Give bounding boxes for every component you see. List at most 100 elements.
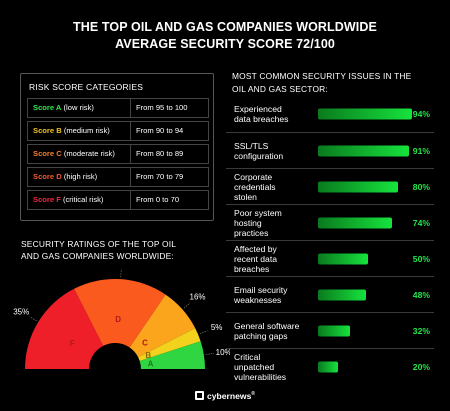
risk-row: Score A (low risk) From 95 to 100 [27, 98, 209, 118]
risk-row: Score F (critical risk) From 0 to 70 [27, 190, 209, 210]
issue-label-line: configuration [234, 150, 284, 161]
risk-category-cell: Score D (high risk) [27, 167, 131, 187]
issue-row: General software patching gaps 32% [226, 312, 434, 348]
issue-label-line: data breaches [234, 114, 289, 124]
issue-label-line: Experienced [234, 104, 282, 114]
issue-value-label: 94% [412, 109, 430, 119]
gauge-segment-f [25, 288, 104, 369]
issue-row: Critical unpatched vulnerabilities 20% [226, 348, 434, 384]
issue-row: Experienced data breaches 94% [226, 96, 434, 132]
issue-label-line: Critical [234, 351, 261, 362]
issue-value-label: 91% [412, 145, 430, 156]
issue-bar [318, 181, 398, 192]
risk-range-cell: From 90 to 94 [131, 121, 209, 141]
footer-registered-mark: ® [251, 391, 256, 398]
issue-value-label: 48% [412, 289, 430, 300]
issue-value-label: 20% [412, 361, 430, 372]
risk-score-label: Score A [33, 103, 62, 112]
gauge-tick [120, 269, 122, 278]
gauge-tick [199, 330, 208, 335]
footer-brand-text: cybernews [206, 391, 252, 401]
issue-label: Corporate credentials stolen [234, 172, 316, 202]
issues-title-line-1: MOST COMMON SECURITY ISSUES IN THE [232, 71, 412, 81]
issue-row: Corporate credentials stolen 80% [226, 168, 434, 204]
risk-row: Score B (medium risk) From 90 to 94 [27, 121, 209, 141]
issue-row: Email security weaknesses 48% [226, 276, 434, 312]
risk-range-cell: From 0 to 70 [131, 190, 209, 210]
issue-label: Affected by recent data breaches [234, 244, 316, 274]
risk-category-cell: Score C (moderate risk) [27, 144, 131, 164]
cybernews-logo-icon [194, 391, 204, 400]
gauge-segment-c [129, 294, 196, 358]
risk-row: Score C (moderate risk) From 80 to 89 [27, 144, 209, 164]
risk-level-label: (high risk) [61, 172, 98, 181]
gauge-letter: A [148, 359, 154, 368]
issue-bar [318, 253, 368, 264]
risk-categories-header: RISK SCORE CATEGORIES [29, 82, 144, 92]
issue-label: Poor system hosting practices [234, 208, 316, 238]
gauge-value-label: 35% [13, 308, 29, 317]
issue-label-line: Email security [234, 284, 288, 295]
risk-level-label: (critical risk) [60, 195, 104, 204]
issue-bar [318, 361, 338, 372]
issue-label: SSL/TLS configuration [234, 141, 316, 161]
risk-range-cell: From 80 to 89 [131, 144, 209, 164]
issue-label-line: unpatched [234, 361, 275, 372]
issue-value-label: 74% [412, 217, 430, 228]
issue-label-line: credentials [234, 181, 276, 192]
page-title: THE TOP OIL AND GAS COMPANIES WORLDWIDE … [0, 19, 450, 53]
issues-title: MOST COMMON SECURITY ISSUES IN THE OIL A… [232, 70, 437, 96]
gauge-segment-b [138, 328, 201, 361]
issue-label-line: hosting [234, 217, 262, 228]
risk-rows: Score A (low risk) From 95 to 100 Score B … [27, 98, 209, 213]
risk-score-label: Score B [33, 126, 62, 135]
issue-label-line: Corporate [234, 171, 273, 182]
issue-label: General software patching gaps [234, 321, 316, 341]
title-line-1: THE TOP OIL AND GAS COMPANIES WORLDWIDE [73, 20, 377, 34]
issue-label-line: vulnerabilities [234, 371, 287, 382]
risk-category-cell: Score A (low risk) [27, 98, 131, 118]
risk-level-label: (low risk) [61, 103, 94, 112]
issue-value-label: 50% [412, 253, 430, 264]
risk-score-label: Score D [33, 172, 62, 181]
gauge-tick [183, 302, 191, 309]
issue-label-line: stolen [234, 191, 257, 202]
footer-brand: cybernews® [0, 391, 450, 401]
issue-row: SSL/TLS configuration 91% [226, 132, 434, 168]
risk-categories-table: RISK SCORE CATEGORIES Score A (low risk)… [20, 73, 214, 221]
issue-bar [318, 217, 392, 228]
issue-label-line: patching gaps [234, 330, 288, 341]
gauge-tick [29, 316, 37, 322]
issue-label: Email security weaknesses [234, 285, 316, 305]
gauge-letter: F [70, 339, 75, 348]
risk-score-label: Score F [33, 195, 61, 204]
gauge-tick [205, 353, 214, 355]
issue-label-line: General software [234, 320, 300, 331]
issue-bar [318, 108, 412, 120]
risk-category-cell: Score F (critical risk) [27, 190, 131, 210]
issue-bar [318, 289, 366, 300]
risk-range-cell: From 70 to 79 [131, 167, 209, 187]
risk-range-cell: From 95 to 100 [131, 98, 209, 118]
issue-bar [318, 325, 350, 336]
issue-bar [318, 145, 409, 156]
issue-label-line: Poor system [234, 207, 282, 218]
ratings-title: SECURITY RATINGS OF THE TOP OIL AND GAS … [21, 238, 201, 262]
gauge-letter: C [142, 339, 148, 348]
issue-label-line: Affected by [234, 243, 277, 254]
issue-label-line: SSL/TLS [234, 140, 269, 151]
issue-value-label: 80% [412, 181, 430, 192]
gauge-letter: D [115, 315, 121, 324]
risk-level-label: (moderate risk) [61, 149, 115, 158]
issues-bar-chart: Experienced data breaches 94% SSL/TLS config… [226, 96, 434, 384]
risk-category-cell: Score B (medium risk) [27, 121, 131, 141]
issue-label: Critical unpatched vulnerabilities [234, 352, 316, 382]
issue-label-line: breaches [234, 263, 270, 274]
risk-row: Score D (high risk) From 70 to 79 [27, 167, 209, 187]
gauge-segment-a [139, 341, 205, 369]
gauge-value-label: 5% [211, 323, 223, 332]
gauge-letter: B [145, 351, 151, 360]
issue-label-line: recent data [234, 253, 277, 264]
issues-title-line-2: OIL AND GAS SECTOR: [232, 84, 328, 94]
issue-label: Experienced data breaches [234, 104, 316, 124]
